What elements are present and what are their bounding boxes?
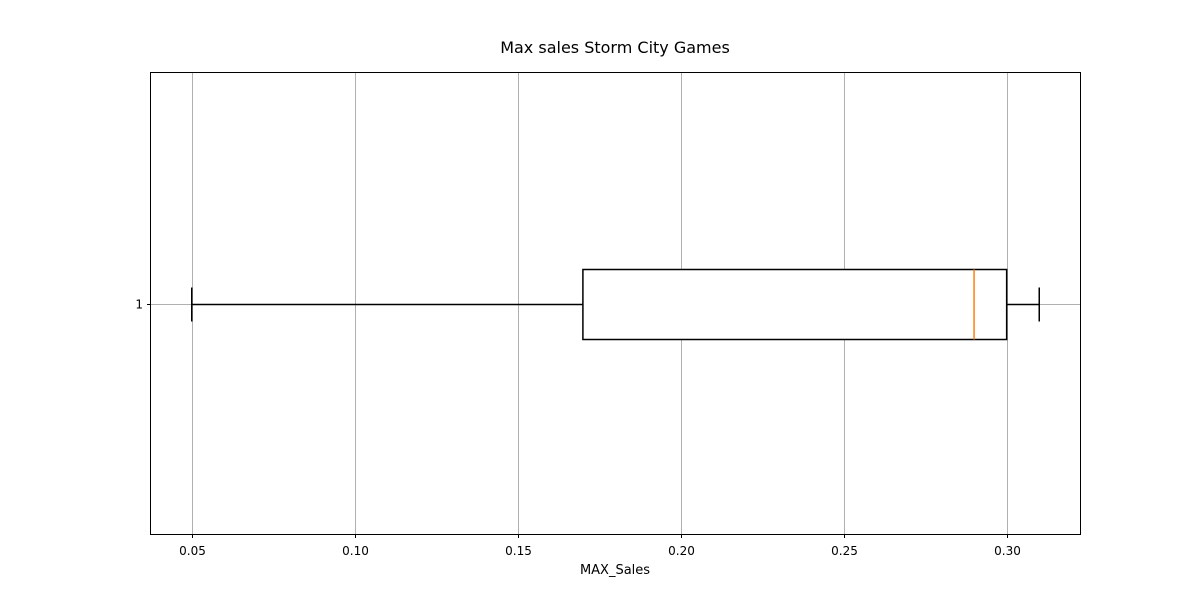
y-axis: 1 [135,298,151,312]
plot-frame [150,72,1081,535]
chart-title: Max sales Storm City Games [500,38,730,57]
x-axis-label: MAX_Sales [580,563,650,578]
x-tick-label: 0.15 [505,544,532,558]
x-tick-label: 0.25 [831,544,858,558]
x-tick-label: 0.30 [994,544,1021,558]
x-axis: 0.05 0.10 0.15 0.20 0.25 0.30 [179,534,1021,558]
y-tick-label: 1 [135,298,143,312]
x-tick-label: 0.10 [342,544,369,558]
box-plot-series [190,268,1041,341]
interquartile-box [582,268,1008,341]
x-tick-label: 0.05 [179,544,206,558]
x-tick-label: 0.20 [668,544,695,558]
